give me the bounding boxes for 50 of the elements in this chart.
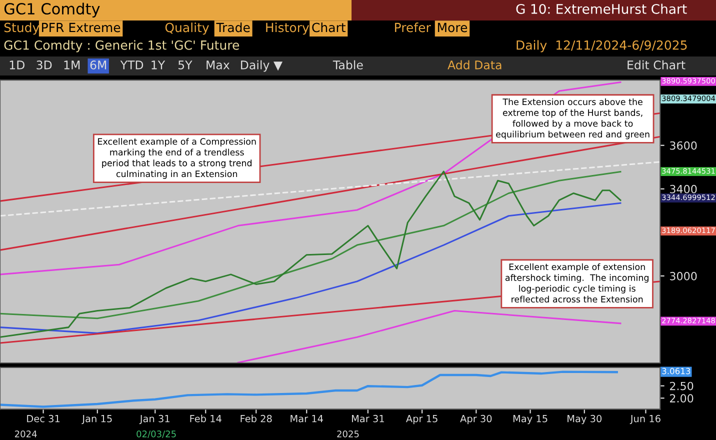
x-tick-label: May 30 bbox=[568, 414, 602, 424]
line-series bbox=[0, 370, 618, 408]
line-series bbox=[237, 310, 622, 363]
text: Chart bbox=[312, 22, 346, 32]
text: Edit Chart bbox=[628, 60, 686, 70]
text: G 10: ExtremeHurst Chart bbox=[516, 4, 687, 14]
text: 1D bbox=[10, 60, 24, 70]
text: Daily ▼ bbox=[241, 60, 283, 72]
text: 02/03/25 bbox=[136, 430, 176, 438]
x-tick-label: Jan 31 bbox=[139, 414, 170, 424]
text: 2025 bbox=[337, 430, 359, 438]
chart-title: GC1 Comdty : Generic 1st 'GC' Future bbox=[4, 40, 240, 52]
annotation: Excellent example of a Compression marking the end of a trendless period that leads to a strong trend culminating in an Extension bbox=[98, 138, 256, 179]
text: PFR Extreme bbox=[42, 22, 120, 32]
annotation: The Extension occurs above the extreme top of the Hurst bands, followed by a move back to equilibrium between red and green bbox=[496, 98, 650, 140]
x-tick-label: Mar 31 bbox=[352, 414, 384, 422]
text: History bbox=[266, 22, 310, 35]
y-tick-label: 2.00 bbox=[670, 394, 694, 403]
annotation: Excellent example of extension aftershock timing. The incoming log-periodic cycle timing is reflected across the Extension bbox=[505, 263, 648, 303]
text: 5Y bbox=[178, 60, 192, 70]
text: 1M bbox=[64, 60, 80, 70]
x-tick-label: Feb 14 bbox=[190, 414, 222, 422]
text: Max bbox=[206, 60, 230, 70]
chart-subtitle: Daily 12/11/2024-6/9/2025 bbox=[516, 40, 687, 52]
text: 6M bbox=[90, 60, 106, 70]
x-tick-label: Mar 14 bbox=[290, 415, 323, 422]
text: Table bbox=[332, 60, 363, 70]
text: YTD bbox=[120, 60, 144, 70]
x-tick-label: Jun 16 bbox=[630, 414, 660, 424]
x-tick-label: Apr 30 bbox=[460, 414, 492, 424]
text: Prefer bbox=[395, 22, 431, 32]
text: Trade bbox=[216, 22, 250, 32]
y-tick-label: 3600 bbox=[670, 141, 697, 150]
y-tick-label: 2.50 bbox=[670, 382, 694, 390]
text: Add Data bbox=[448, 60, 502, 70]
x-tick-label: Jan 15 bbox=[82, 415, 112, 424]
x-tick-label: Apr 15 bbox=[406, 415, 438, 424]
text: More bbox=[438, 22, 468, 32]
text: Quality bbox=[165, 22, 209, 35]
text: Study bbox=[4, 22, 40, 35]
x-tick-label: Feb 28 bbox=[240, 414, 272, 422]
text: 1Y bbox=[152, 60, 166, 70]
text: 2024 bbox=[14, 430, 37, 438]
text: 3D bbox=[36, 60, 52, 70]
text: 3.0613 bbox=[662, 368, 690, 374]
x-tick-label: Dec 31 bbox=[27, 414, 60, 422]
y-tick-label: 3000 bbox=[670, 272, 697, 280]
x-tick-label: May 15 bbox=[513, 415, 548, 424]
y-tick-label: 3400 bbox=[670, 184, 697, 194]
text: GC1 Comdty bbox=[4, 2, 100, 18]
